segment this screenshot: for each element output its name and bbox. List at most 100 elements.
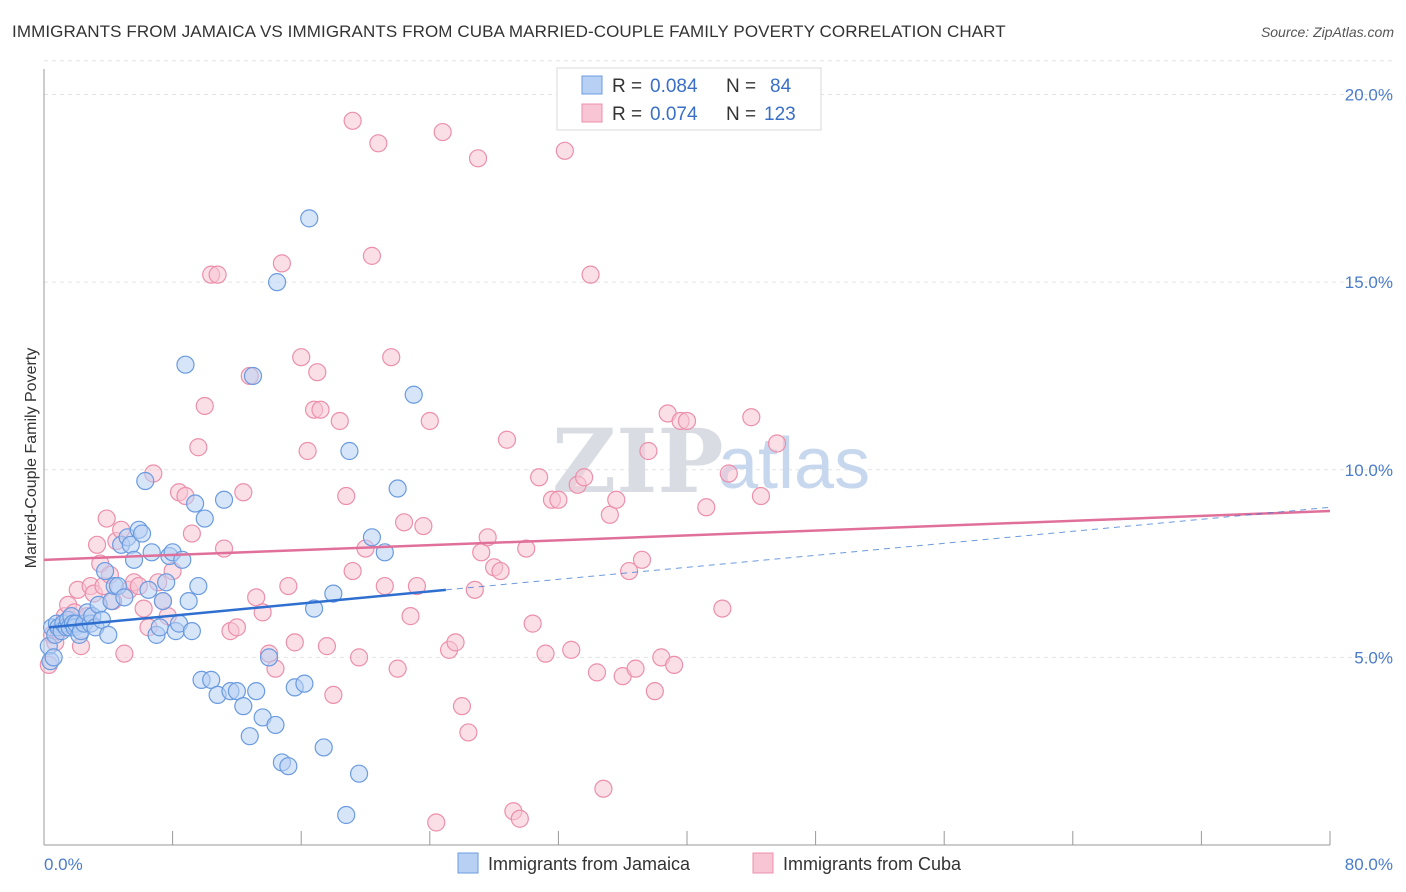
legend-r-label-cuba: R = [612, 104, 642, 125]
trend-line-jamaica [48, 588, 446, 629]
point-cuba-116 [719, 464, 738, 483]
bottom-legend-swatch-jamaica [457, 852, 479, 874]
x-tick-label-max: 80.0% [1345, 855, 1393, 874]
source-label: Source: ZipAtlas.com [1260, 24, 1394, 40]
point-cuba-51 [279, 576, 298, 596]
point-jamaica-76 [362, 528, 382, 547]
point-cuba-89 [523, 614, 542, 633]
bottom-legend-swatch-cuba [752, 852, 774, 874]
point-jamaica-39 [142, 543, 161, 562]
point-cuba-27 [134, 599, 153, 618]
y-tick-labels: 5.0% 10.0% 15.0% 20.0% [1345, 86, 1393, 668]
point-cuba-18 [97, 509, 116, 528]
point-cuba-119 [767, 434, 787, 453]
point-cuba-93 [549, 490, 568, 509]
point-cuba-59 [330, 411, 349, 431]
point-jamaica-58 [214, 490, 234, 509]
point-jamaica-52 [186, 494, 205, 513]
point-cuba-113 [677, 411, 697, 431]
point-jamaica-68 [279, 757, 298, 776]
point-cuba-52 [285, 633, 304, 652]
chart-title: IMMIGRANTS FROM JAMAICA VS IMMIGRANTS FR… [12, 22, 1006, 41]
correlation-legend: R = 0.084 N = 84 R = 0.074 N = 123 [556, 67, 822, 131]
point-jamaica-53 [189, 576, 208, 596]
y-tick-label-3: 20.0% [1345, 86, 1393, 105]
point-cuba-97 [575, 468, 594, 487]
point-cuba-57 [317, 637, 337, 656]
point-cuba-70 [401, 607, 420, 626]
point-jamaica-70 [295, 674, 314, 693]
point-cuba-87 [510, 809, 529, 828]
point-cuba-37 [189, 438, 208, 457]
x-ticks [172, 831, 1331, 845]
point-jamaica-78 [388, 479, 407, 498]
series-jamaica-points [39, 209, 423, 825]
point-cuba-72 [414, 516, 433, 536]
point-cuba-15 [87, 535, 107, 554]
point-cuba-56 [311, 400, 330, 419]
point-cuba-58 [324, 685, 343, 705]
point-cuba-23 [115, 644, 134, 663]
point-cuba-120 [343, 111, 362, 130]
point-jamaica-43 [157, 573, 176, 592]
point-cuba-62 [349, 648, 369, 667]
point-cuba-101 [600, 505, 619, 524]
legend-n-value-cuba: 123 [764, 104, 796, 125]
y-tick-label-0: 5.0% [1354, 648, 1393, 667]
point-jamaica-61 [234, 697, 253, 716]
point-cuba-65 [369, 134, 388, 153]
point-cuba-118 [751, 486, 771, 506]
point-cuba-38 [195, 396, 214, 416]
point-cuba-36 [182, 524, 201, 543]
point-jamaica-41 [150, 618, 169, 637]
point-cuba-64 [362, 246, 382, 265]
watermark-atlas: atlas [718, 424, 870, 504]
point-jamaica-66 [266, 715, 285, 735]
point-cuba-61 [343, 561, 362, 581]
point-cuba-60 [337, 486, 356, 506]
point-jamaica-38 [139, 580, 158, 599]
bottom-legend-label-jamaica: Immigrants from Jamaica [488, 854, 691, 874]
point-jamaica-81 [267, 273, 287, 292]
point-cuba-78 [452, 697, 472, 716]
point-cuba-79 [459, 723, 478, 742]
gridlines [44, 60, 1393, 658]
watermark-zip: ZIP [552, 409, 724, 513]
point-jamaica-34 [124, 550, 144, 569]
point-cuba-104 [620, 561, 639, 581]
point-cuba-50 [272, 254, 292, 273]
x-tick-label-min: 0.0% [44, 855, 83, 874]
point-jamaica-65 [259, 648, 279, 667]
legend-swatch-jamaica [581, 75, 603, 95]
point-cuba-105 [626, 659, 645, 678]
point-jamaica-83 [340, 441, 359, 461]
point-cuba-91 [536, 644, 555, 663]
point-jamaica-79 [404, 385, 423, 404]
point-cuba-80 [465, 580, 484, 599]
point-jamaica-73 [324, 584, 343, 603]
point-cuba-66 [375, 576, 394, 596]
point-cuba-106 [632, 550, 652, 569]
point-cuba-102 [607, 490, 626, 509]
point-cuba-44 [234, 483, 253, 502]
bottom-legend-label-cuba: Immigrants from Cuba [783, 854, 962, 874]
point-cuba-88 [517, 539, 536, 558]
point-cuba-67 [382, 348, 401, 367]
point-jamaica-42 [153, 591, 173, 611]
point-jamaica-63 [247, 682, 266, 701]
point-cuba-73 [420, 411, 439, 431]
series-legend: Immigrants from Jamaica Immigrants from … [457, 852, 962, 874]
point-jamaica-31 [115, 588, 134, 607]
point-cuba-43 [227, 618, 246, 637]
point-cuba-111 [665, 655, 684, 674]
point-jamaica-26 [99, 625, 118, 644]
legend-r-value-cuba: 0.074 [650, 104, 698, 125]
point-cuba-115 [713, 599, 732, 618]
legend-swatch-cuba [581, 103, 603, 123]
point-cuba-107 [639, 441, 658, 461]
point-jamaica-25 [95, 561, 115, 581]
point-cuba-90 [530, 468, 549, 487]
point-cuba-54 [298, 441, 317, 461]
point-cuba-100 [594, 779, 613, 798]
